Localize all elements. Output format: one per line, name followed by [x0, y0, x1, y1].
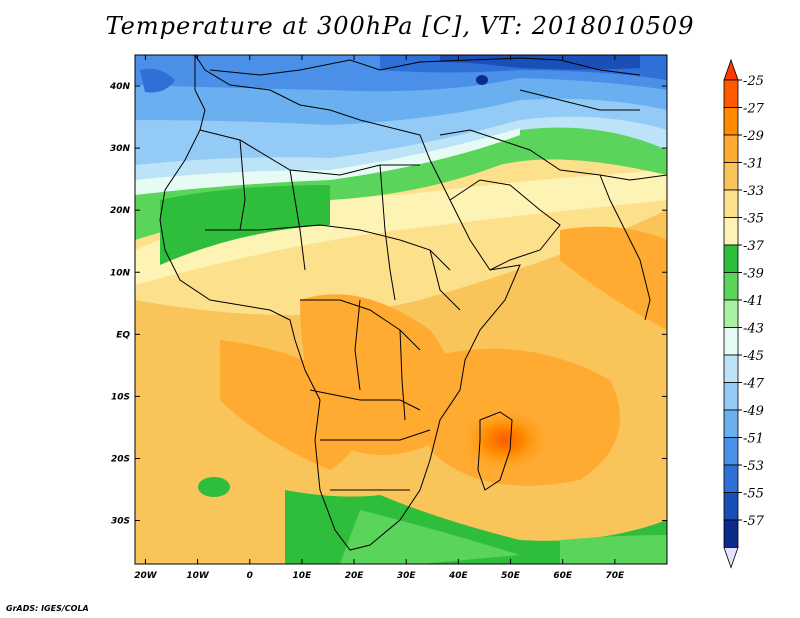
lon-tick-label: 60E: [553, 571, 573, 581]
lon-tick-label: 70E: [605, 571, 625, 581]
colorbar-top-arrow: [723, 58, 739, 81]
colorbar-swatch: [723, 79, 739, 108]
colorbar-swatch: [723, 217, 739, 246]
map-frame: [134, 54, 668, 565]
colorbar-label: -25: [743, 74, 764, 89]
lon-tick-label: 20E: [345, 571, 365, 581]
colorbar-swatch: [723, 382, 739, 411]
lat-tick-label: 30N: [110, 144, 131, 154]
lon-tick-label: 20W: [134, 571, 158, 581]
colorbar-swatch: [723, 299, 739, 328]
colorbar-swatch: [723, 189, 739, 218]
longitude-ticks: 20W 10W 0 10E 20E 30E 40E 50E 60E 70E: [134, 55, 625, 581]
latitude-ticks: 40N 30N 20N 10N EQ 10S 20S 30S: [109, 82, 667, 527]
lat-tick-label: 20S: [111, 454, 130, 464]
colorbar-bottom-arrow: [723, 547, 739, 569]
colorbar-swatch: [723, 464, 739, 493]
colorbar-swatch: [723, 519, 739, 548]
lat-tick-label: 20N: [110, 206, 131, 216]
colorbar-label: -51: [743, 432, 764, 447]
lon-tick-label: 10E: [293, 571, 313, 581]
colorbar-swatch: [723, 244, 739, 273]
colorbar-label: -35: [743, 212, 764, 227]
colorbar-swatch: [723, 272, 739, 301]
colorbar-label: -29: [743, 129, 764, 144]
colorbar-swatch: [723, 107, 739, 136]
lat-tick-label: 10N: [110, 268, 131, 278]
colorbar-swatch: [723, 354, 739, 383]
lon-tick-label: 40E: [448, 571, 469, 581]
colorbar-swatch: [723, 492, 739, 521]
colorbar-swatch: [723, 437, 739, 466]
lat-tick-label: EQ: [116, 330, 130, 340]
lon-tick-label: 30E: [397, 571, 417, 581]
colorbar-label: -47: [743, 377, 765, 392]
colorbar-label: -49: [743, 404, 764, 419]
colorbar-label: -43: [743, 322, 764, 337]
lon-tick-label: 50E: [501, 571, 521, 581]
colorbar-label: -31: [743, 157, 764, 172]
lon-tick-label: 0: [247, 571, 253, 581]
colorbar-label: -55: [743, 487, 764, 502]
temperature-field: [135, 55, 667, 564]
lon-tick-label: 10W: [186, 571, 210, 581]
colorbar-label: -39: [743, 267, 764, 282]
lat-tick-label: 40N: [109, 82, 131, 92]
colorbar-swatch: [723, 327, 739, 356]
lat-tick-label: 10S: [111, 392, 130, 402]
colorbar-label: -45: [743, 349, 764, 364]
colorbar: -25 -27 -29 -31 -33 -35 -37 -39 -41 -43 -45 -47 -49 -…: [723, 58, 765, 569]
colorbar-label: -41: [743, 294, 764, 309]
map-title: Temperature at 300hPa [C], VT: 201801050…: [105, 12, 695, 40]
footer-credit: GrADS: IGES/COLA: [6, 604, 89, 613]
colorbar-label: -27: [743, 102, 765, 117]
colorbar-swatch: [723, 134, 739, 163]
colorbar-label: -57: [743, 514, 765, 529]
colorbar-label: -33: [743, 184, 764, 199]
colorbar-label: -53: [743, 459, 764, 474]
lat-tick-label: 30S: [111, 517, 130, 527]
colorbar-swatch: [723, 409, 739, 438]
colorbar-swatch: [723, 162, 739, 191]
coastlines: [159, 55, 667, 551]
colorbar-label: -37: [743, 239, 765, 254]
